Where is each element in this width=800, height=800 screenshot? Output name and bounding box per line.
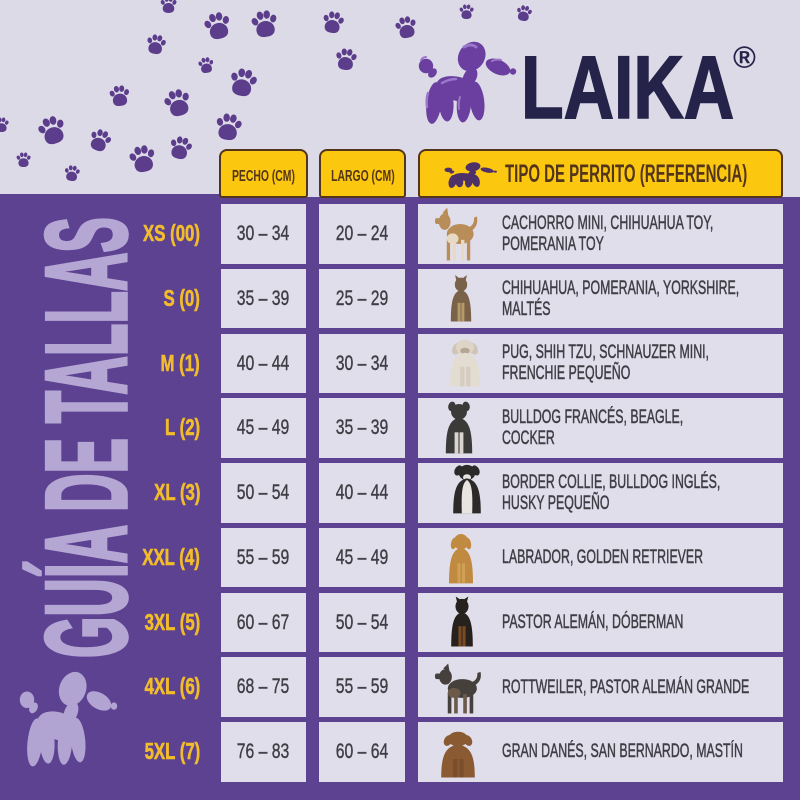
svg-text:GUÍA DE TALLAS: GUÍA DE TALLAS [23, 217, 140, 658]
